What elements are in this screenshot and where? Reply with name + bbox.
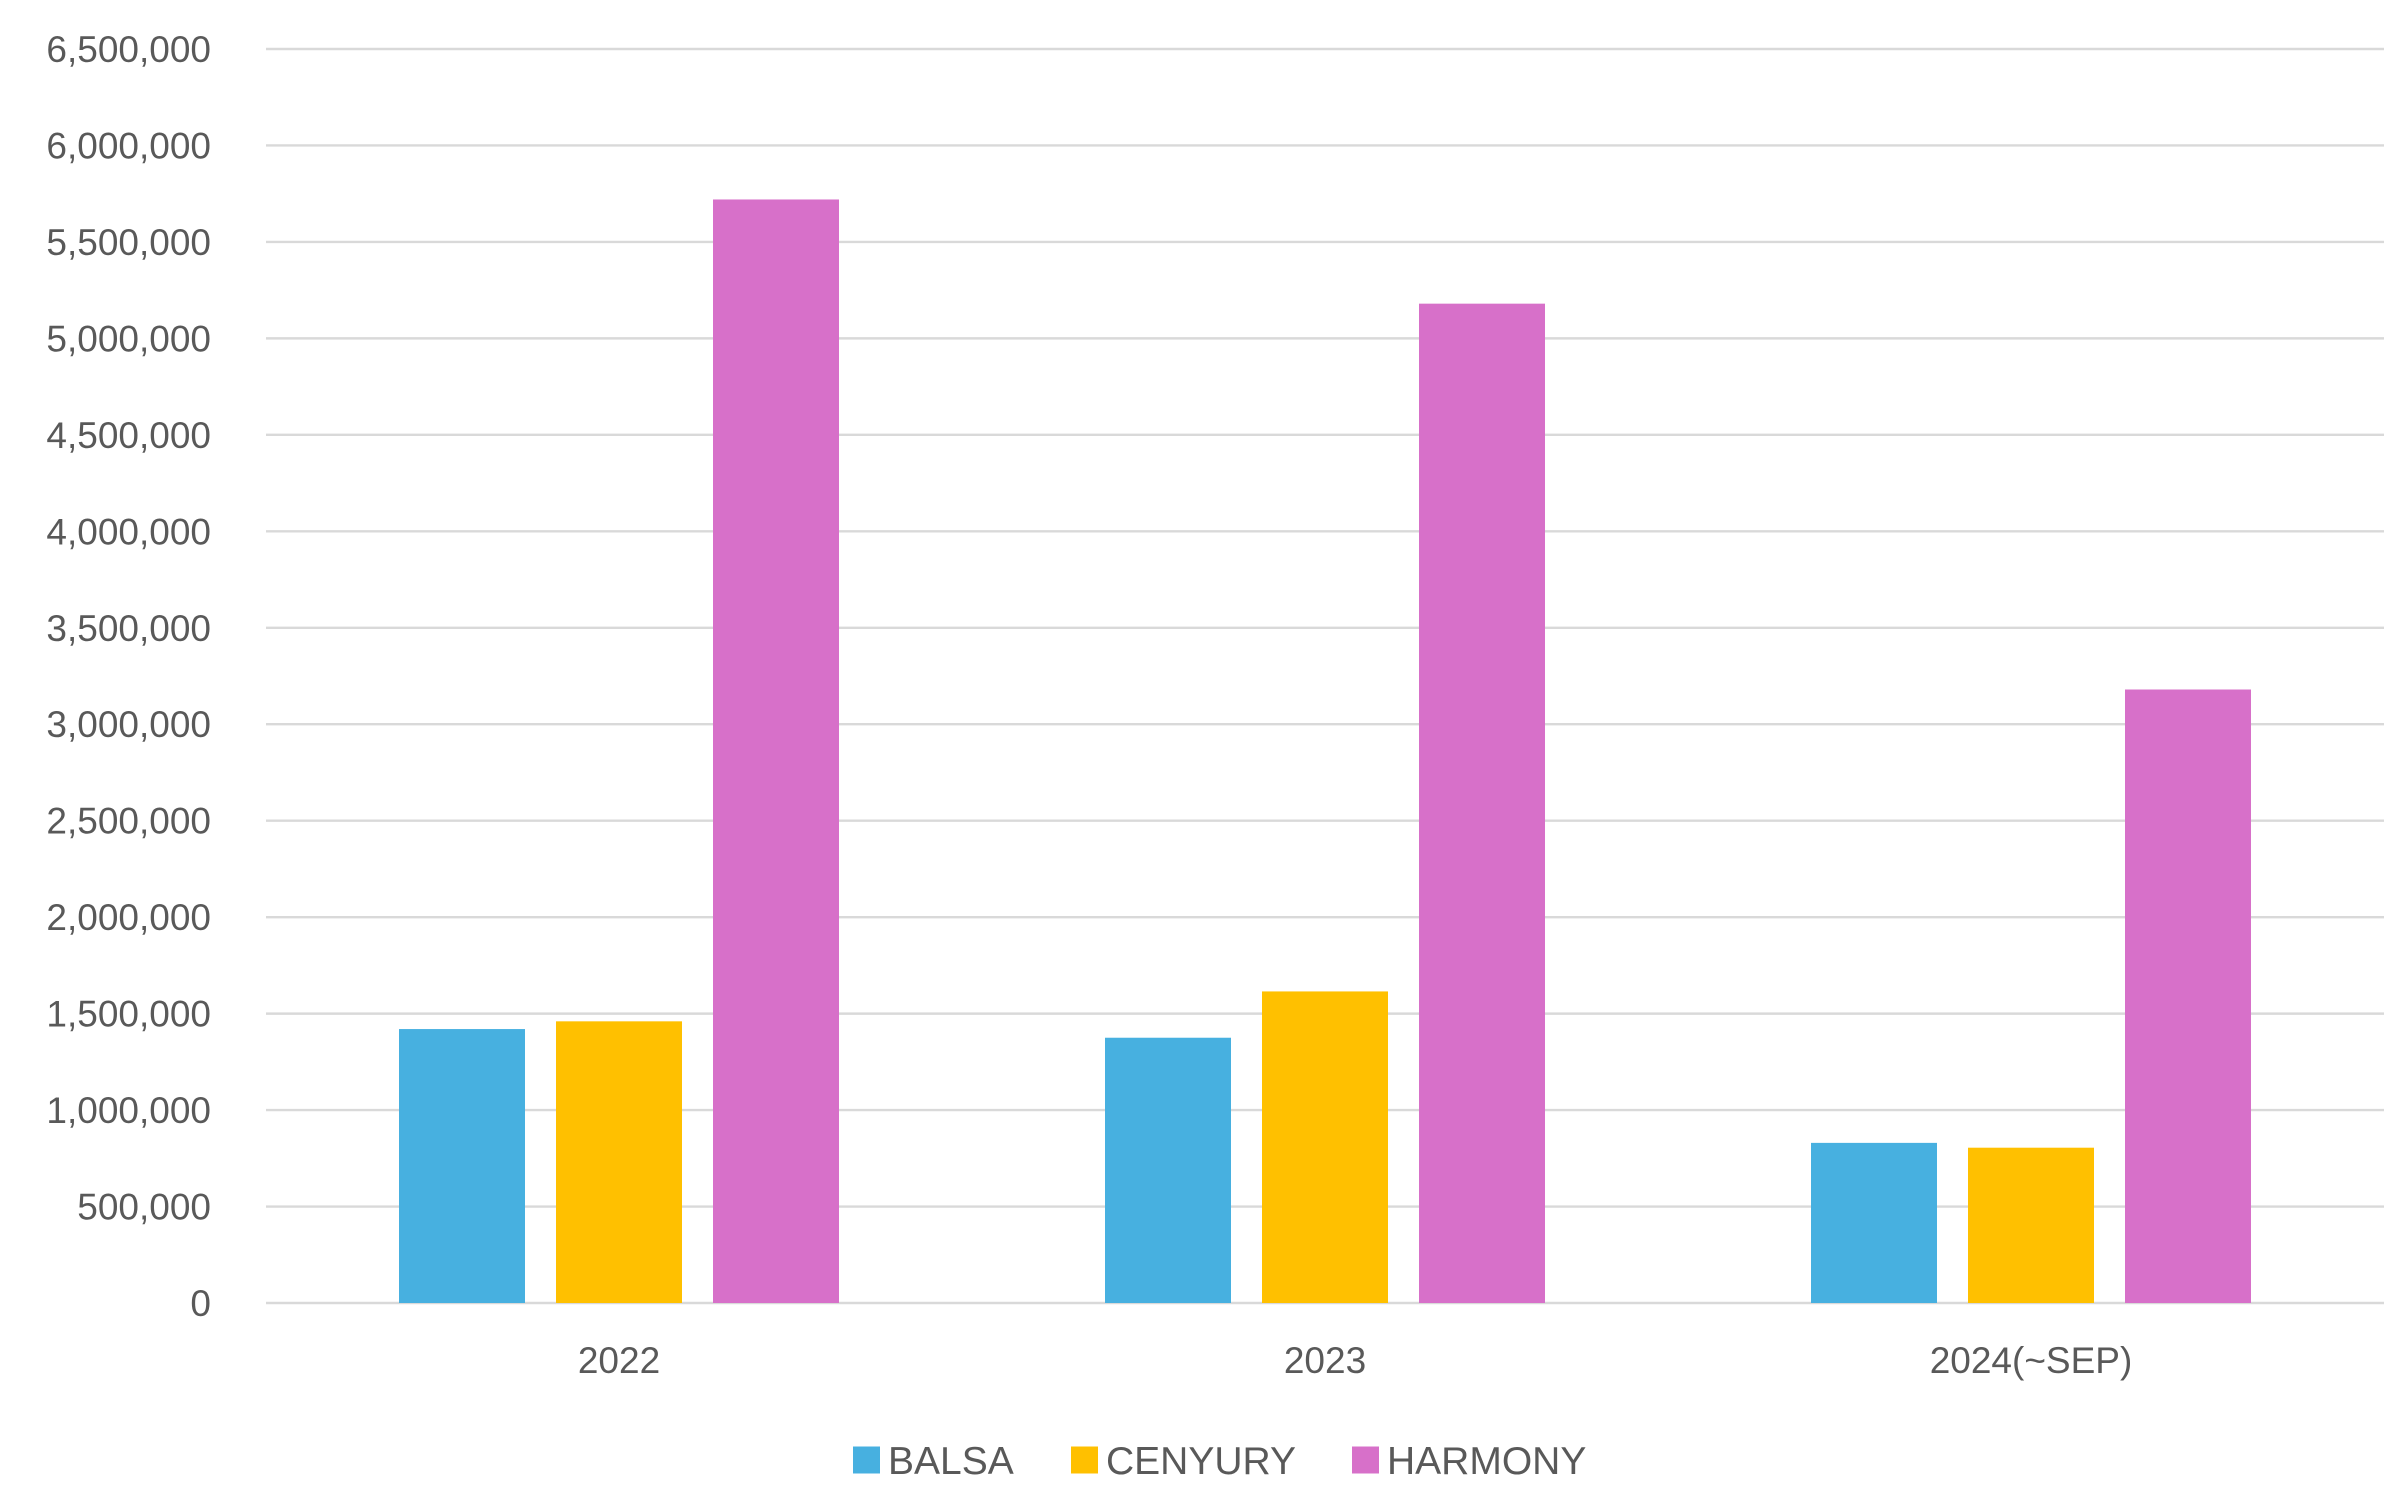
x-category-label: 2024(~SEP) xyxy=(1930,1340,2133,1381)
y-tick-label: 0 xyxy=(190,1283,211,1324)
bar-cenyury-2 xyxy=(1968,1147,2094,1303)
legend-swatch-harmony xyxy=(1352,1446,1379,1474)
legend-swatch-balsa xyxy=(853,1446,880,1474)
y-axis-tick-labels: 0 500,000 1,000,000 1,500,000 2,000,000 2,500… xyxy=(46,29,211,1324)
legend-label-balsa: BALSA xyxy=(888,1440,1014,1483)
legend-swatch-cenyury xyxy=(1071,1446,1098,1474)
bar-balsa-2 xyxy=(1811,1142,1937,1303)
y-tick-label: 3,000,000 xyxy=(46,704,211,745)
bar-harmony-1 xyxy=(1419,303,1545,1303)
bar-balsa-1 xyxy=(1105,1037,1231,1303)
y-tick-label: 6,500,000 xyxy=(46,29,211,70)
y-tick-label: 4,500,000 xyxy=(46,415,211,456)
y-tick-label: 500,000 xyxy=(77,1187,211,1228)
x-category-label: 2023 xyxy=(1284,1340,1366,1381)
bar-harmony-0 xyxy=(713,199,839,1304)
bar-balsa-0 xyxy=(399,1029,525,1303)
y-tick-label: 3,500,000 xyxy=(46,608,211,649)
y-tick-label: 1,500,000 xyxy=(46,994,211,1035)
y-tick-label: 1,000,000 xyxy=(46,1090,211,1131)
y-tick-label: 5,500,000 xyxy=(46,222,211,263)
y-tick-label: 6,000,000 xyxy=(46,125,211,166)
y-tick-label: 4,000,000 xyxy=(46,511,211,552)
gridlines xyxy=(266,47,2384,1305)
legend-label-harmony: HARMONY xyxy=(1387,1440,1586,1483)
legend-label-cenyury: CENYURY xyxy=(1106,1440,1296,1483)
legend: BALSA CENYURY HARMONY xyxy=(853,1440,1586,1483)
y-tick-label: 5,000,000 xyxy=(46,318,211,359)
bar-cenyury-1 xyxy=(1262,991,1388,1303)
y-tick-label: 2,500,000 xyxy=(46,801,211,842)
bars xyxy=(399,199,2251,1304)
x-axis-category-labels: 2022 2023 2024(~SEP) xyxy=(578,1340,2132,1381)
bar-cenyury-0 xyxy=(556,1021,682,1303)
x-category-label: 2022 xyxy=(578,1340,660,1381)
y-tick-label: 2,000,000 xyxy=(46,897,211,938)
bar-harmony-2 xyxy=(2125,689,2251,1303)
